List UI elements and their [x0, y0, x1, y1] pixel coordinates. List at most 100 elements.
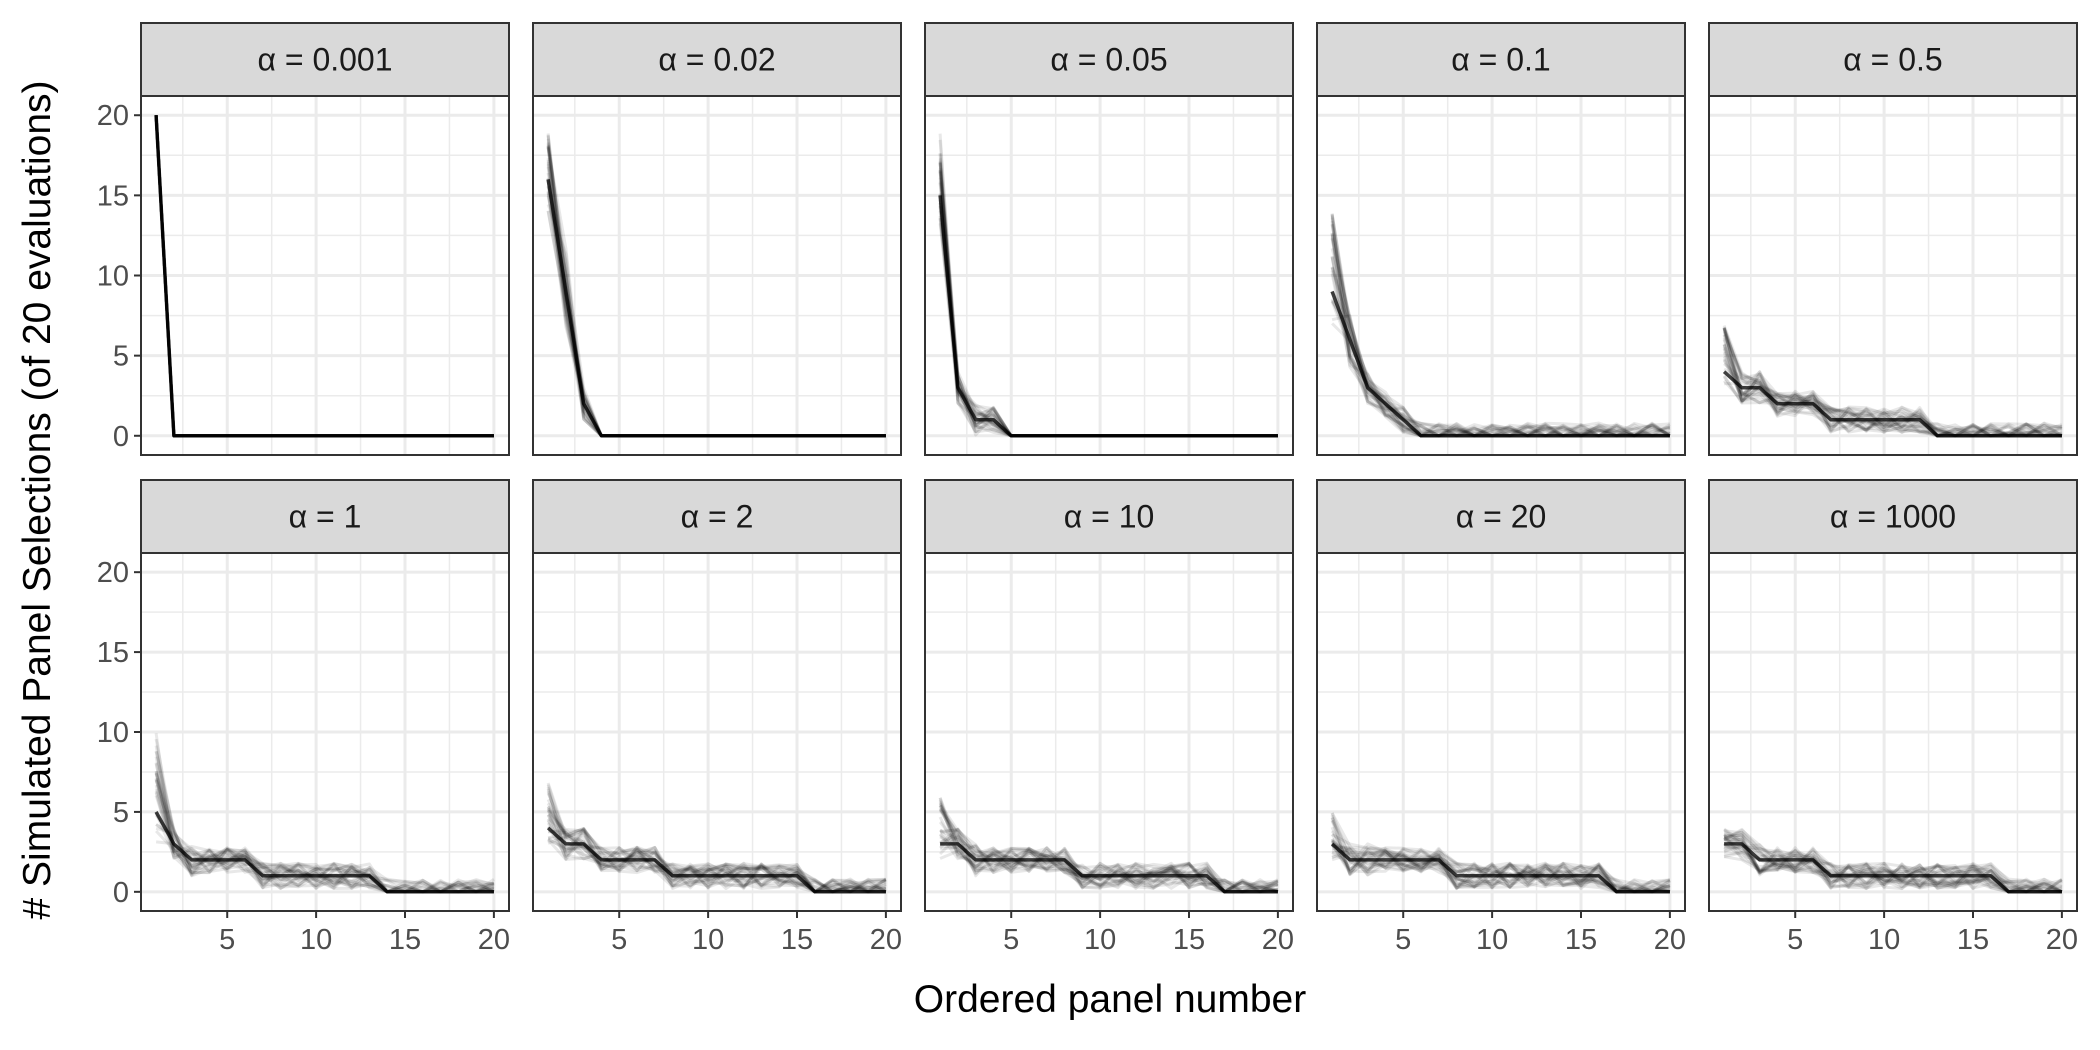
panel-border	[1316, 552, 1686, 912]
panel-border	[1708, 552, 2078, 912]
simulation-line	[1330, 839, 1671, 894]
x-tick-label: 15	[781, 924, 813, 956]
facet-panel: α = 0.05	[924, 22, 1294, 456]
typical-line	[1330, 290, 1670, 438]
simulation-line	[155, 829, 494, 894]
simulation-line	[1723, 367, 2063, 438]
x-tick-label: 20	[478, 924, 510, 956]
x-tick-label: 5	[219, 924, 235, 956]
x-tick-label: 20	[1262, 924, 1294, 956]
facet-strip-label: α = 1000	[1830, 499, 1956, 535]
simulation-line	[546, 805, 887, 894]
y-tick-label: 5	[113, 797, 129, 829]
x-tick-label: 10	[692, 924, 724, 956]
panel-border	[924, 95, 1294, 456]
simulation-line	[1330, 838, 1671, 894]
x-tick-label: 15	[1565, 924, 1597, 956]
simulation-line	[1330, 290, 1670, 438]
facet-panel: α = 0.1	[1316, 22, 1686, 456]
x-tick-label: 10	[300, 924, 332, 956]
x-tick-label: 10	[1084, 924, 1116, 956]
facet-panel: α = 1000 5 10 15 20	[1708, 479, 2078, 956]
typical-line	[1722, 370, 2062, 438]
x-tick-label: 5	[1003, 924, 1019, 956]
x-tick-label: 20	[1654, 924, 1686, 956]
typical-line	[938, 195, 1278, 438]
simulation-line	[1330, 843, 1671, 894]
simulation-line	[1330, 812, 1671, 894]
facet-strip	[140, 22, 510, 97]
y-tick-label: 15	[97, 637, 129, 669]
simulation-line	[546, 835, 886, 894]
x-tick-label: 15	[1173, 924, 1205, 956]
typical-line	[1330, 842, 1670, 894]
simulation-line	[1723, 830, 2063, 894]
x-tick-label: 10	[1868, 924, 1900, 956]
simulation-line	[154, 790, 494, 894]
facet-panel: α = 0.001 0 5 10 15 20	[97, 22, 510, 456]
x-tick-label: 5	[1395, 924, 1411, 956]
simulation-line	[1723, 854, 2063, 894]
simulation-line	[1331, 833, 1670, 894]
x-tick-label: 5	[611, 924, 627, 956]
facet-strip	[1316, 479, 1686, 554]
x-tick-label: 15	[1957, 924, 1989, 956]
simulation-line	[1330, 267, 1671, 438]
x-tick-label: 10	[1476, 924, 1508, 956]
typical-line	[546, 826, 886, 894]
simulation-line	[938, 797, 1279, 894]
simulation-line	[154, 763, 495, 894]
y-tick-label: 10	[97, 717, 129, 749]
simulation-line	[1722, 327, 2062, 438]
simulation-line	[1330, 299, 1671, 438]
typical-line	[940, 842, 1278, 894]
facet-strip	[532, 22, 902, 97]
simulation-line	[546, 809, 887, 894]
y-tick-label: 5	[113, 341, 129, 373]
simulation-line	[1723, 836, 2063, 894]
facet-strip	[924, 479, 1294, 554]
simulation-line	[1722, 359, 2063, 438]
simulation-line	[1330, 843, 1671, 894]
typical-line	[1724, 842, 2062, 894]
y-tick-label: 20	[97, 100, 129, 132]
panel-border	[532, 552, 902, 912]
simulation-line	[1723, 834, 2062, 894]
panel-border	[1708, 95, 2078, 456]
facet-strip-label: α = 2	[681, 499, 754, 535]
simulation-line	[546, 814, 887, 894]
facet-strip-label: α = 20	[1456, 499, 1547, 535]
simulation-line	[1722, 329, 2063, 438]
simulation-line	[1722, 327, 2063, 438]
facet-strip-label: α = 1	[289, 499, 362, 535]
simulation-line	[1722, 344, 2063, 438]
facet-strip-label: α = 0.1	[1451, 42, 1550, 78]
simulation-line	[1330, 256, 1670, 438]
y-tick-label: 20	[97, 557, 129, 589]
simulation-line	[154, 792, 495, 894]
facet-panel: α = 20 5 10 15 20	[1316, 479, 1686, 956]
simulation-line	[546, 822, 886, 894]
facet-panel: α = 10 5 10 15 20	[924, 479, 1294, 956]
y-tick-label: 0	[113, 421, 129, 453]
simulation-line	[546, 805, 887, 894]
facet-strip-label: α = 0.05	[1050, 42, 1167, 78]
facet-strip	[1708, 479, 2078, 554]
simulation-line	[546, 798, 887, 894]
simulation-line	[1330, 224, 1670, 438]
simulation-line	[1723, 828, 2063, 894]
simulation-line	[1722, 379, 2063, 438]
simulation-line	[154, 732, 495, 894]
panel-border	[924, 552, 1294, 912]
facet-panel: α = 2 5 10 15 20	[532, 479, 902, 956]
facet-panel: α = 0.5	[1708, 22, 2078, 456]
facet-strip	[1708, 22, 2078, 97]
y-axis-title: # Simulated Panel Selections (of 20 eval…	[16, 81, 59, 920]
simulation-line	[547, 837, 887, 894]
facet-strip-label: α = 10	[1064, 499, 1155, 535]
typical-line	[154, 115, 494, 438]
simulation-line	[155, 823, 495, 894]
simulation-line	[1723, 842, 2063, 893]
facet-strip-label: α = 0.02	[658, 42, 775, 78]
